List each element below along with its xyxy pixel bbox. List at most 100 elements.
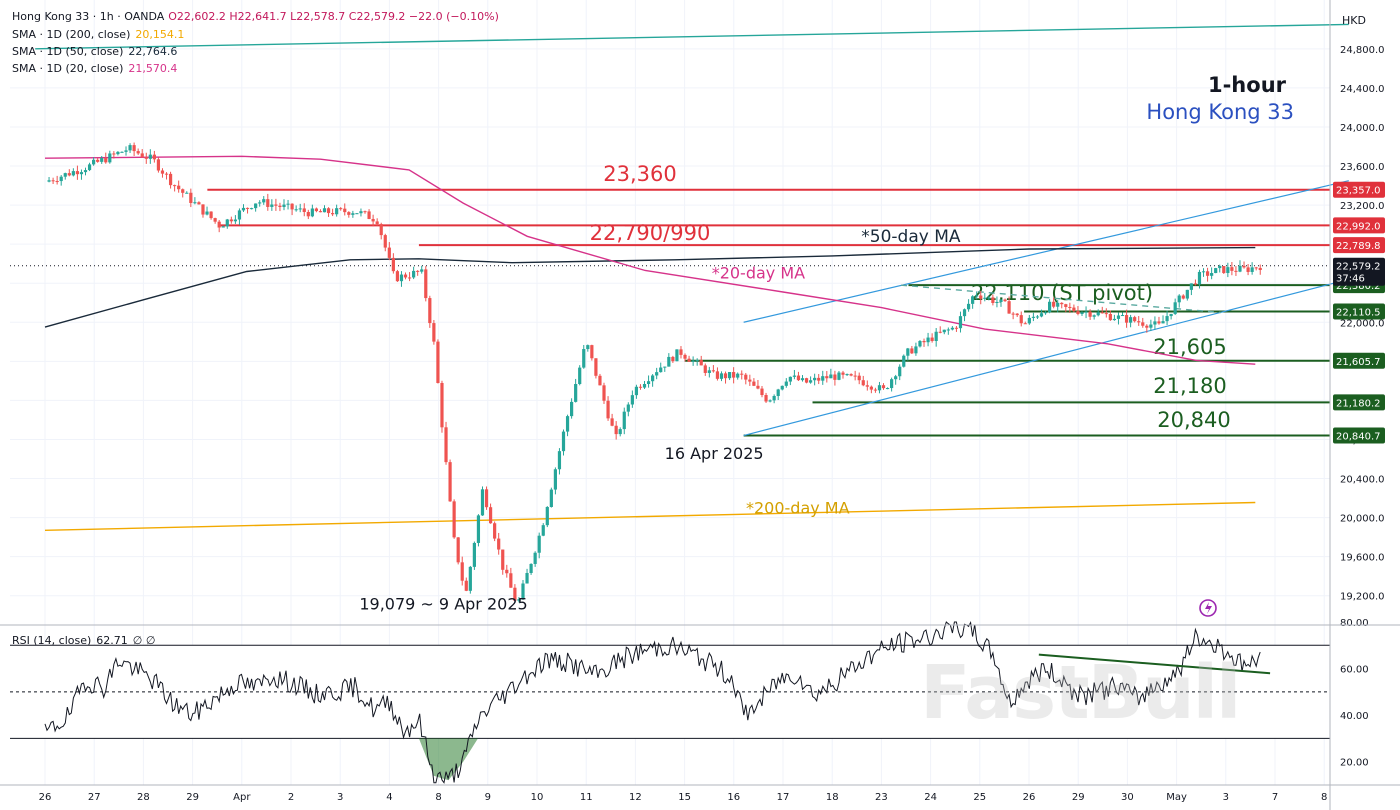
candle-body bbox=[971, 296, 975, 304]
candle-body bbox=[241, 207, 246, 211]
level-label: 23,360 bbox=[603, 162, 676, 186]
candle-body bbox=[1153, 321, 1157, 325]
candle-body bbox=[1043, 312, 1048, 314]
moving-average-line bbox=[35, 23, 1349, 50]
level-label: 20,840 bbox=[1157, 408, 1230, 432]
candle-body bbox=[318, 211, 323, 213]
candle-body bbox=[1254, 267, 1258, 269]
candle-body bbox=[1165, 316, 1169, 322]
candle-body bbox=[168, 173, 173, 186]
x-tick-label: 7 bbox=[1272, 792, 1278, 803]
candle-body bbox=[1112, 318, 1117, 321]
candle-body bbox=[1100, 312, 1104, 314]
candle-body bbox=[1108, 314, 1112, 321]
candle-body bbox=[541, 525, 545, 536]
candle-body bbox=[444, 427, 448, 463]
x-tick-label: 4 bbox=[386, 792, 392, 803]
chart-title-block: 1-hour Hong Kong 33 bbox=[1146, 73, 1294, 124]
candle-body bbox=[740, 373, 744, 375]
candle-body bbox=[1173, 302, 1177, 314]
level-axis-tag bbox=[1333, 394, 1385, 411]
price-channel bbox=[743, 180, 1349, 437]
candle-body bbox=[1031, 316, 1035, 318]
candle-body bbox=[144, 157, 148, 159]
candle-body bbox=[164, 173, 169, 175]
candles bbox=[47, 142, 1262, 603]
candle-body bbox=[245, 207, 250, 209]
candle-body bbox=[1064, 304, 1068, 307]
candle-body bbox=[638, 386, 643, 388]
candle-body bbox=[1242, 265, 1246, 268]
level-axis-label: 22,992.0 bbox=[1336, 221, 1381, 232]
x-tick-label: May bbox=[1166, 792, 1187, 803]
x-tick-label: 17 bbox=[777, 792, 790, 803]
sma-20-value: 21,570.4 bbox=[128, 62, 178, 75]
sma-200-legend[interactable]: SMA · 1D (200, close) 20,154.1 bbox=[12, 28, 184, 41]
candle-body bbox=[1015, 313, 1019, 316]
annotation-label: *50-day MA bbox=[861, 227, 961, 247]
candle-body bbox=[727, 372, 732, 379]
sma-20-legend[interactable]: SMA · 1D (20, close) 21,570.4 bbox=[12, 62, 177, 75]
candle-body bbox=[1068, 306, 1072, 308]
rsi-value: 62.71 bbox=[96, 634, 128, 647]
candle-body bbox=[420, 269, 424, 272]
candle-body bbox=[225, 219, 229, 227]
symbol-header[interactable]: Hong Kong 33 · 1h · OANDA O22,602.2 H22,6… bbox=[12, 10, 499, 23]
candle-body bbox=[505, 569, 509, 574]
candle-body bbox=[877, 385, 882, 391]
candle-body bbox=[987, 297, 991, 299]
candle-body bbox=[926, 337, 930, 343]
candle-body bbox=[918, 341, 922, 347]
candle-body bbox=[983, 297, 987, 299]
replay-icon[interactable] bbox=[1199, 599, 1217, 617]
currency-label[interactable]: HKD bbox=[1342, 14, 1366, 27]
candle-body bbox=[966, 303, 971, 310]
candle-body bbox=[456, 537, 460, 563]
y-tick-label: 23,600.0 bbox=[1340, 162, 1385, 173]
candle-body bbox=[403, 274, 408, 278]
candle-body bbox=[865, 385, 869, 387]
candle-body bbox=[950, 327, 954, 330]
candle-body bbox=[1092, 315, 1096, 317]
candle-body bbox=[274, 204, 278, 206]
candle-body bbox=[472, 542, 476, 567]
candle-body bbox=[898, 366, 902, 377]
symbol-line: Hong Kong 33 · 1h · OANDA bbox=[12, 10, 165, 23]
candle-body bbox=[237, 210, 242, 220]
rsi-panel: 20.00 40.00 60.00 80.00 bbox=[10, 618, 1369, 784]
candle-body bbox=[201, 204, 205, 215]
candle-body bbox=[1076, 311, 1080, 315]
rsi-title: RSI (14, close) bbox=[12, 634, 92, 647]
candle-body bbox=[331, 213, 335, 215]
candle-body bbox=[1019, 315, 1023, 324]
candle-body bbox=[1193, 283, 1198, 285]
annotation-label: *20-day MA bbox=[712, 263, 805, 282]
candle-body bbox=[890, 379, 894, 389]
x-tick-label: 8 bbox=[1321, 792, 1327, 803]
channel-line bbox=[743, 180, 1349, 323]
candle-body bbox=[979, 295, 983, 299]
level-axis-tag bbox=[1333, 427, 1385, 444]
candle-body bbox=[148, 154, 152, 159]
candle-body bbox=[545, 506, 549, 526]
candle-body bbox=[79, 172, 84, 175]
candle-body bbox=[1027, 317, 1031, 324]
candle-body bbox=[570, 401, 574, 417]
rsi-legend[interactable]: RSI (14, close) 62.71 ∅ ∅ bbox=[12, 634, 155, 647]
sma-50-legend[interactable]: SMA · 1D (50, close) 22,764.6 bbox=[12, 45, 177, 58]
candle-body bbox=[991, 297, 995, 303]
candle-body bbox=[1084, 311, 1088, 313]
candle-body bbox=[391, 257, 395, 272]
level-label: 21,605 bbox=[1153, 335, 1226, 359]
candle-body bbox=[92, 159, 96, 165]
candle-body bbox=[796, 375, 801, 381]
candle-body bbox=[804, 378, 809, 383]
candle-body bbox=[517, 599, 521, 601]
candle-body bbox=[610, 418, 614, 426]
level-axis-label: 21,605.7 bbox=[1336, 357, 1381, 368]
candle-body bbox=[407, 277, 412, 279]
candle-body bbox=[719, 373, 724, 379]
x-tick-label: 24 bbox=[924, 792, 937, 803]
candle-body bbox=[1003, 299, 1007, 302]
